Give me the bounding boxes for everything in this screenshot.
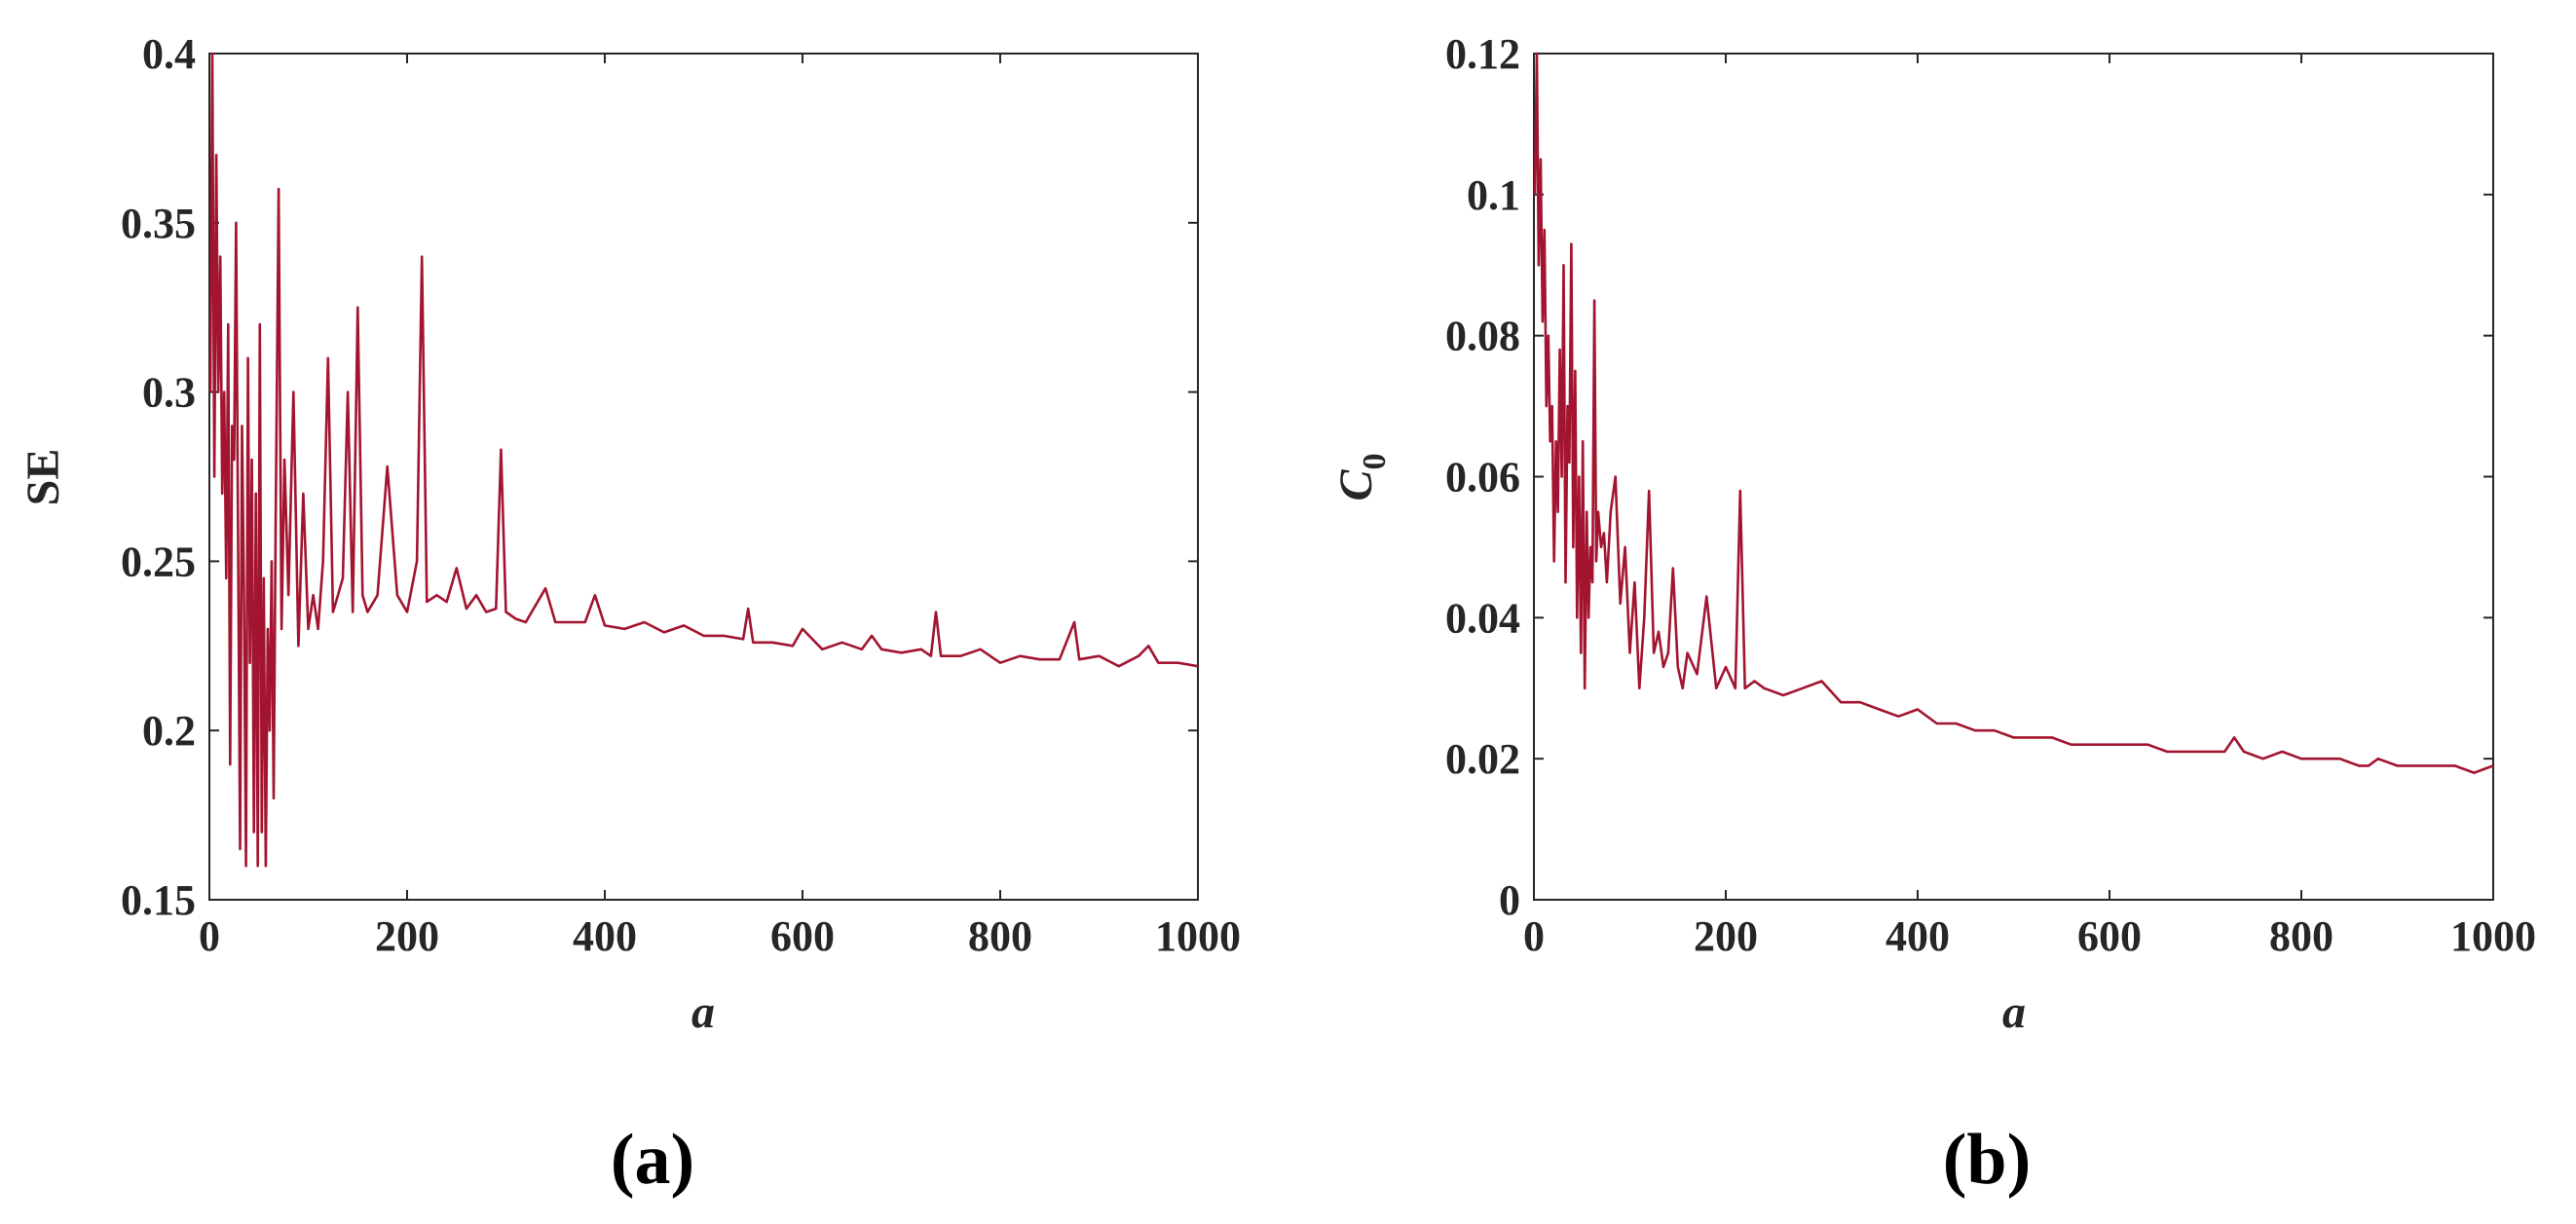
y-axis-label-a: SE: [18, 449, 69, 506]
panel-label-a: (a): [611, 1120, 694, 1200]
y-tick-label-a: 0.35: [121, 200, 196, 247]
x-tick-label-b: 400: [1885, 912, 1950, 960]
y-tick-label-a: 0.2: [142, 707, 196, 755]
x-tick-label-a: 600: [770, 912, 835, 960]
series-line-se: [208, 52, 1199, 868]
x-tick-label-a: 200: [375, 912, 439, 960]
plot-frame-a: [208, 53, 1199, 901]
y-tick-label-a: 0.25: [121, 538, 196, 585]
x-tick-label-a: 800: [968, 912, 1032, 960]
y-axis-label-b-main: C: [1330, 469, 1382, 501]
panel-label-b: (b): [1943, 1120, 2031, 1200]
y-tick-label-b: 0.08: [1445, 313, 1520, 360]
plot-frame-b: [1533, 53, 2494, 901]
y-tick-label-b: 0.06: [1445, 454, 1520, 501]
y-tick-label-a: 0.4: [142, 30, 196, 78]
x-axis-label-b: a: [2002, 986, 2026, 1038]
x-tick-label-a: 400: [573, 912, 637, 960]
y-axis-label-b-subscript: 0: [1357, 453, 1393, 469]
y-tick-label-a: 0.3: [142, 369, 196, 417]
series-line-c0: [1533, 52, 2494, 774]
x-tick-label-b: 800: [2269, 912, 2333, 960]
y-tick-label-b: 0: [1499, 876, 1520, 924]
x-tick-label-a: 0: [199, 912, 220, 960]
y-tick-label-b: 0.1: [1467, 171, 1520, 219]
x-tick-label-b: 0: [1523, 912, 1545, 960]
y-axis-label-b: C0: [1330, 453, 1393, 501]
chart-panel-a: 0 200 400 600 800 1000 0.15 0.2 0.25 0.3 0.35 0.4 S…: [18, 30, 1241, 1200]
x-tick-label-b: 600: [2077, 912, 2142, 960]
y-tick-label-a: 0.15: [121, 876, 196, 924]
x-tick-label-a: 1000: [1155, 912, 1241, 960]
x-tick-label-b: 200: [1694, 912, 1758, 960]
x-tick-label-b: 1000: [2450, 912, 2536, 960]
chart-panel-b: 0 200 400 600 800 1000 0 0.02 0.04 0.06 0.08 0.1 0.1…: [1330, 30, 2536, 1200]
y-tick-label-b: 0.04: [1445, 594, 1520, 642]
y-tick-label-b: 0.02: [1445, 735, 1520, 783]
x-axis-label-a: a: [691, 986, 715, 1038]
y-tick-label-b: 0.12: [1445, 30, 1520, 78]
